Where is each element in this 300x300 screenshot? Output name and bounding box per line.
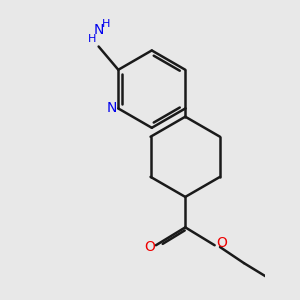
Text: H: H [102, 19, 111, 29]
Text: O: O [216, 236, 227, 250]
Text: O: O [144, 240, 155, 254]
Text: N: N [107, 101, 117, 116]
Text: H: H [88, 34, 96, 44]
Text: N: N [93, 23, 104, 38]
